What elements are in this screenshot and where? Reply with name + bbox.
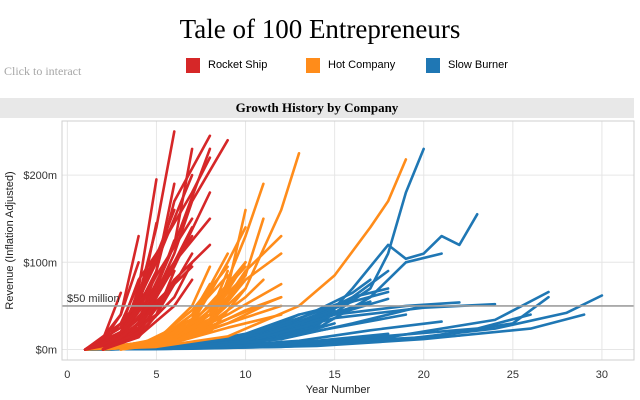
legend-item-rocket-ship[interactable]: Rocket Ship [186, 56, 267, 74]
company-line[interactable] [101, 291, 229, 351]
legend-item-slow-burner[interactable]: Slow Burner [426, 56, 508, 74]
legend-swatch-slow-burner [426, 57, 440, 73]
y-axis-label: Revenue (Inflation Adjusted) [4, 171, 16, 309]
legend-item-hot-company[interactable]: Hot Company [306, 56, 395, 74]
company-line[interactable] [119, 313, 283, 351]
legend-label: Slow Burner [448, 59, 508, 71]
x-tick-label: 15 [329, 369, 341, 381]
x-tick-label: 10 [239, 369, 251, 381]
y-tick-label: $200m [23, 170, 57, 182]
series-rocket-ship [83, 130, 229, 351]
y-tick-label: $100m [23, 257, 57, 269]
x-axis-label: Year Number [306, 384, 371, 396]
x-axis-ticks: 0 5 10 15 20 25 30 [64, 369, 608, 381]
company-line[interactable] [83, 302, 158, 351]
reference-line-label: $50 million [67, 293, 120, 305]
company-line[interactable] [101, 252, 194, 351]
legend: Rocket Ship Hot Company Slow Burner [0, 56, 640, 74]
y-tick-label: $0m [36, 345, 57, 357]
x-tick-label: 20 [418, 369, 430, 381]
series-lines [83, 130, 604, 351]
growth-chart[interactable]: $50 million 0 5 10 15 20 25 30 $0m $100m $200m Y… [0, 118, 640, 400]
chart-title: Growth History by Company [235, 100, 399, 115]
y-axis-ticks: $0m $100m $200m [23, 170, 57, 356]
x-tick-label: 5 [153, 369, 159, 381]
legend-swatch-hot-company [306, 57, 320, 73]
x-tick-label: 30 [596, 369, 608, 381]
x-tick-label: 0 [64, 369, 70, 381]
page-title: Tale of 100 Entrepreneurs [179, 14, 461, 44]
plot-area-frame [61, 120, 635, 361]
company-line[interactable] [83, 269, 176, 351]
legend-label: Hot Company [328, 59, 396, 71]
x-tick-label: 25 [507, 369, 519, 381]
legend-label: Rocket Ship [208, 59, 268, 71]
interact-hint[interactable]: Click to interact [4, 64, 82, 78]
legend-swatch-rocket-ship [186, 57, 200, 73]
company-line[interactable] [83, 158, 408, 351]
chart-header-bar [0, 98, 634, 118]
